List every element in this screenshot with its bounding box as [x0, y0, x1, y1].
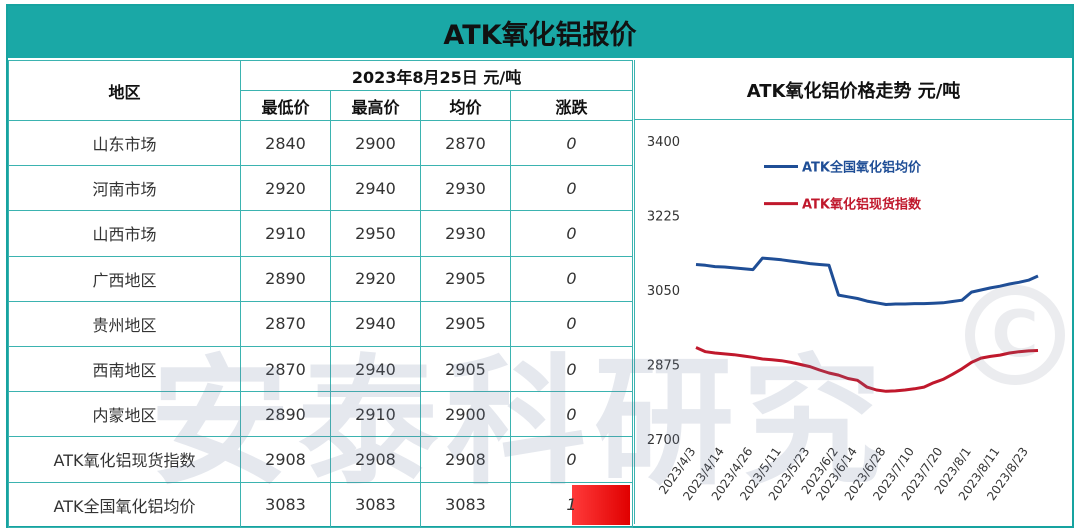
high-price-cell: 2908 [330, 436, 421, 483]
chart-panel: ATK氧化铝价格走势 元/吨 [634, 60, 1072, 524]
low-price-cell: 2890 [240, 391, 331, 438]
low-price-cell: 2840 [240, 119, 331, 167]
change-cell: 0 [509, 436, 634, 483]
high-price-cell: 3083 [330, 481, 421, 528]
avg-price-cell: 2905 [420, 300, 511, 347]
region-cell: 山东市场 [8, 119, 241, 167]
high-price-cell: 2920 [330, 255, 421, 302]
region-cell: 河南市场 [8, 165, 241, 212]
table-row: 贵州地区 2870 2940 2905 0 [8, 300, 634, 347]
low-price-cell: 2890 [240, 255, 331, 302]
region-header: 地区 [8, 60, 241, 121]
column-header-avg: 均价 [420, 90, 511, 121]
region-cell: ATK氧化铝现货指数 [8, 436, 241, 483]
page-title: ATK氧化铝报价 [8, 6, 1072, 58]
price-trend-chart: 270028753050322534002023/4/32023/4/14202… [647, 135, 1039, 503]
y-tick-label: 3400 [647, 135, 680, 150]
low-price-cell: 2870 [240, 300, 331, 347]
change-cell: 0 [509, 300, 634, 347]
change-cell: 0 [509, 210, 634, 257]
region-cell: 贵州地区 [8, 300, 241, 347]
high-price-cell: 2950 [330, 210, 421, 257]
series-line [695, 256, 1039, 306]
table-row: ATK全国氧化铝均价 3083 3083 3083 1 [8, 481, 634, 528]
high-price-cell: 2940 [330, 345, 421, 393]
change-cell: 0 [509, 391, 634, 438]
y-tick-label: 2875 [647, 359, 680, 374]
date-unit-header: 2023年8月25日 元/吨 [239, 60, 634, 91]
low-price-cell: 3083 [240, 481, 331, 528]
legend-label: ATK氧化铝现货指数 [802, 197, 922, 213]
series-line [695, 346, 1039, 393]
low-price-cell: 2870 [240, 345, 331, 393]
chart-title: ATK氧化铝价格走势 元/吨 [635, 60, 1072, 120]
y-tick-label: 3225 [647, 210, 680, 225]
region-cell: 广西地区 [8, 255, 241, 302]
table-row: 山东市场 2840 2900 2870 0 [8, 119, 634, 167]
legend-label: ATK全国氧化铝均价 [802, 160, 922, 176]
change-cell: 0 [509, 345, 634, 393]
table-row: 山西市场 2910 2950 2930 0 [8, 210, 634, 257]
price-table: 地区 2023年8月25日 元/吨 最低价 最高价 均价 涨跌 山东市场 284… [8, 60, 634, 528]
change-cell: 0 [509, 119, 634, 167]
avg-price-cell: 2905 [420, 255, 511, 302]
table-row: 河南市场 2920 2940 2930 0 [8, 165, 634, 212]
region-cell: 西南地区 [8, 345, 241, 393]
y-tick-label: 3050 [647, 284, 680, 299]
y-tick-label: 2700 [647, 433, 680, 448]
avg-price-cell: 2930 [420, 210, 511, 257]
avg-price-cell: 2908 [420, 436, 511, 483]
high-price-cell: 2900 [330, 119, 421, 167]
table-row: ATK氧化铝现货指数 2908 2908 2908 0 [8, 436, 634, 483]
table-row: 广西地区 2890 2920 2905 0 [8, 255, 634, 302]
region-cell: 内蒙地区 [8, 391, 241, 438]
avg-price-cell: 2900 [420, 391, 511, 438]
avg-price-cell: 2870 [420, 119, 511, 167]
red-highlight-block [572, 484, 631, 525]
low-price-cell: 2920 [240, 165, 331, 212]
region-cell: 山西市场 [8, 210, 241, 257]
table-row: 西南地区 2870 2940 2905 0 [8, 345, 634, 393]
column-header-low: 最低价 [240, 90, 331, 121]
avg-price-cell: 2905 [420, 345, 511, 393]
low-price-cell: 2908 [240, 436, 331, 483]
column-header-high: 最高价 [330, 90, 421, 121]
change-cell: 0 [509, 165, 634, 212]
high-price-cell: 2940 [330, 300, 421, 347]
high-price-cell: 2910 [330, 391, 421, 438]
change-cell-highlighted: 1 [509, 481, 634, 528]
avg-price-cell: 3083 [420, 481, 511, 528]
change-cell: 0 [509, 255, 634, 302]
column-header-change: 涨跌 [509, 90, 634, 121]
change-value: 1 [566, 495, 577, 515]
low-price-cell: 2910 [240, 210, 331, 257]
region-cell: ATK全国氧化铝均价 [8, 481, 241, 528]
table-row: 内蒙地区 2890 2910 2900 0 [8, 391, 634, 438]
high-price-cell: 2940 [330, 165, 421, 212]
avg-price-cell: 2930 [420, 165, 511, 212]
